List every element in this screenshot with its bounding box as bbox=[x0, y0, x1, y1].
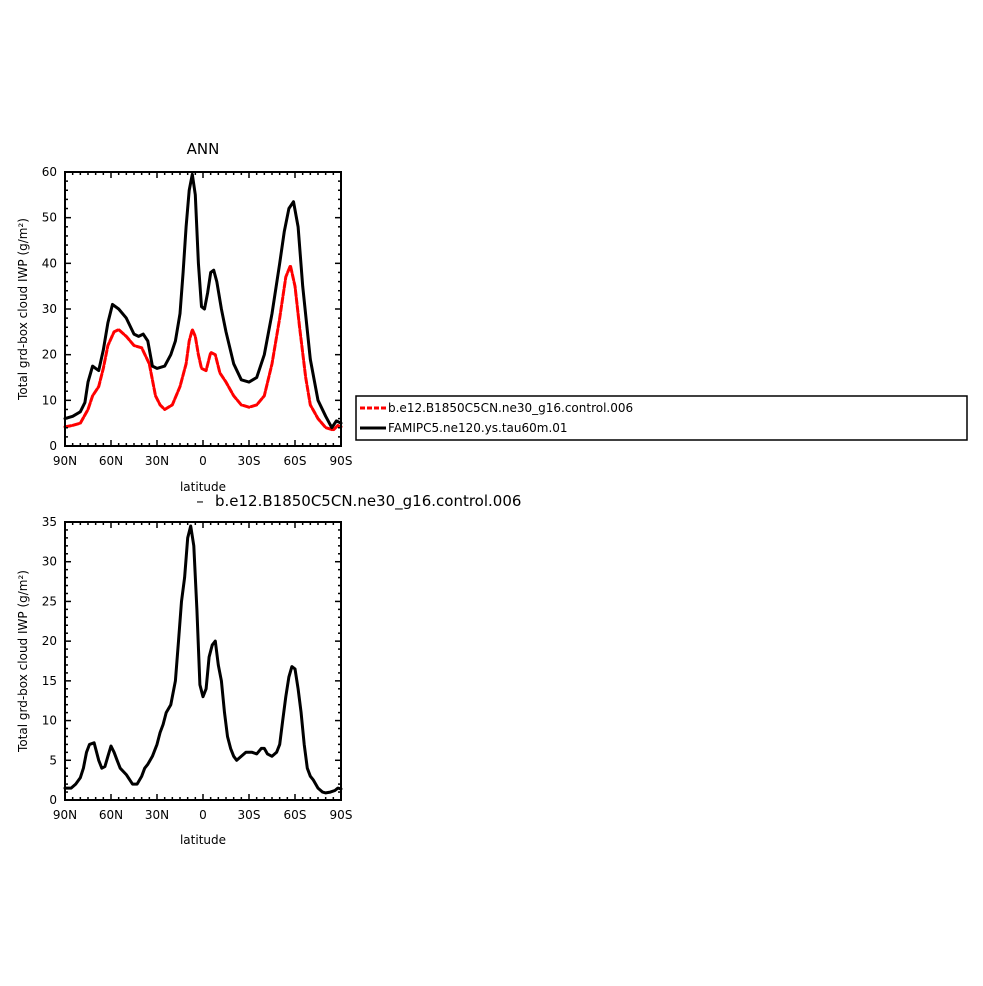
top-x-tick-label: 0 bbox=[199, 454, 207, 468]
bottom-x-axis-label: latitude bbox=[180, 833, 226, 847]
bottom-x-tick-label: 60N bbox=[99, 808, 123, 822]
top-y-tick-label: 50 bbox=[42, 211, 57, 225]
bottom-panel-axes: 90N 60N 30N 0 30S 60S 90S 0 5 10 15 20 25 30 35 bbox=[42, 515, 353, 822]
top-x-tick-label: 60S bbox=[284, 454, 307, 468]
legend-box bbox=[355, 395, 968, 441]
bottom-y-tick-label: 35 bbox=[42, 515, 57, 529]
top-y-tick-label: 10 bbox=[42, 393, 57, 407]
bottom-x-tick-label: 90S bbox=[330, 808, 353, 822]
bottom-x-tick-label: 0 bbox=[199, 808, 207, 822]
top-y-tick-label: 30 bbox=[42, 302, 57, 316]
top-x-tick-label: 90N bbox=[53, 454, 77, 468]
bottom-x-tick-label: 60S bbox=[284, 808, 307, 822]
top-y-axis-label: Total grd-box cloud IWP (g/m²) bbox=[16, 218, 30, 401]
bottom-y-tick-label: 20 bbox=[42, 634, 57, 648]
top-x-tick-label: 30N bbox=[145, 454, 169, 468]
top-panel-axes: 90N 60N 30N 0 30S 60S 90S 0 10 20 30 40 50 60 bbox=[42, 165, 353, 468]
bottom-y-tick-label: 25 bbox=[42, 594, 57, 608]
top-x-axis-label: latitude bbox=[180, 480, 226, 494]
bottom-panel-title-prefix: – bbox=[196, 492, 204, 510]
bottom-x-tick-label: 90N bbox=[53, 808, 77, 822]
legend-label-series-2: FAMIPC5.ne120.ys.tau60m.01 bbox=[388, 421, 568, 435]
top-y-tick-label: 20 bbox=[42, 348, 57, 362]
top-panel-title: ANN bbox=[187, 140, 220, 158]
top-x-tick-label: 60N bbox=[99, 454, 123, 468]
bottom-panel: – b.e12.B1850C5CN.ne30_g16.control.006 9… bbox=[16, 492, 521, 847]
legend: b.e12.B1850C5CN.ne30_g16.control.006 FAM… bbox=[355, 395, 968, 441]
top-x-tick-label: 30S bbox=[238, 454, 261, 468]
bottom-x-tick-label: 30N bbox=[145, 808, 169, 822]
bottom-y-axis-label: Total grd-box cloud IWP (g/m²) bbox=[16, 570, 30, 753]
bottom-x-tick-label: 30S bbox=[238, 808, 261, 822]
top-series-line-1 bbox=[63, 264, 343, 432]
top-y-tick-label: 0 bbox=[49, 439, 57, 453]
top-y-tick-label: 40 bbox=[42, 256, 57, 270]
bottom-y-tick-label: 5 bbox=[49, 753, 57, 767]
top-panel-series bbox=[63, 172, 343, 432]
bottom-series-line-1 bbox=[63, 524, 343, 795]
top-panel: ANN 90N 60N 30N 0 30S 60S 90S 0 10 20 30 40 50 60 lat… bbox=[16, 140, 352, 494]
bottom-y-tick-label: 30 bbox=[42, 555, 57, 569]
bottom-panel-title: b.e12.B1850C5CN.ne30_g16.control.006 bbox=[215, 492, 521, 511]
bottom-panel-series bbox=[63, 524, 343, 795]
bottom-y-tick-label: 15 bbox=[42, 674, 57, 688]
bottom-y-tick-label: 10 bbox=[42, 714, 57, 728]
legend-label-series-1: b.e12.B1850C5CN.ne30_g16.control.006 bbox=[388, 401, 633, 415]
bottom-y-tick-label: 0 bbox=[49, 793, 57, 807]
top-x-tick-label: 90S bbox=[330, 454, 353, 468]
top-y-tick-label: 60 bbox=[42, 165, 57, 179]
top-series-line-2 bbox=[63, 172, 343, 430]
